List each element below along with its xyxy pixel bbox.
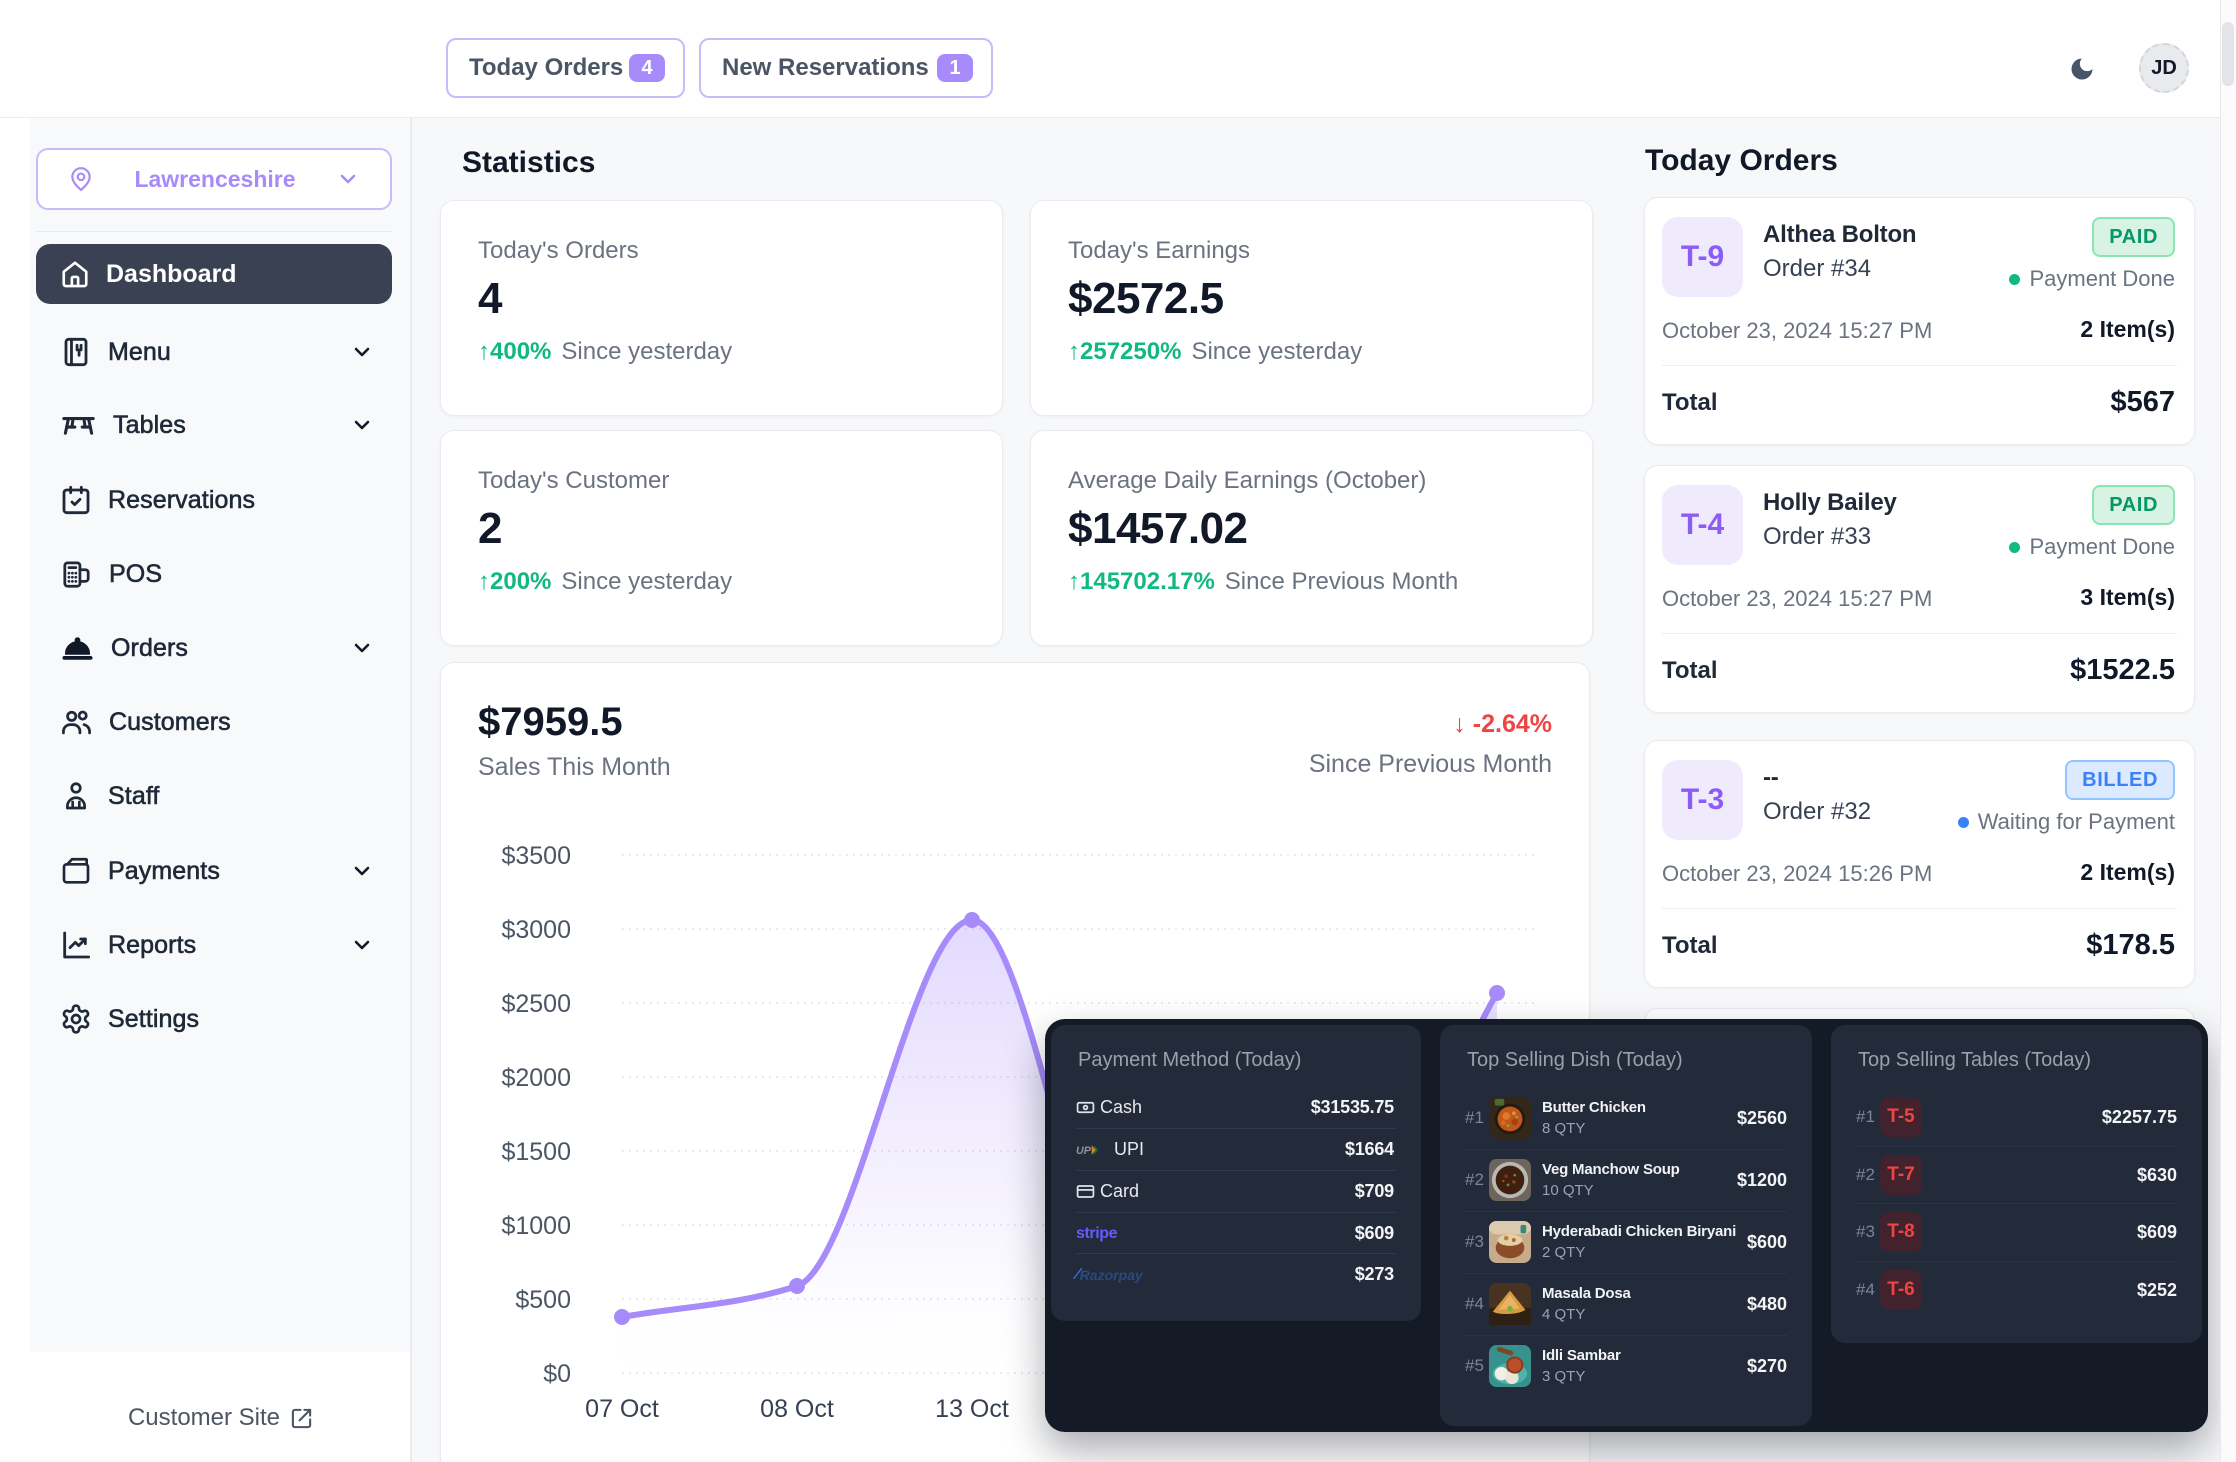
svg-text:UP: UP [1076,1145,1092,1157]
svg-text:$2000: $2000 [501,1064,571,1092]
svg-text:07 Oct: 07 Oct [585,1395,659,1423]
svg-text:$2500: $2500 [501,990,571,1018]
svg-text:$1500: $1500 [501,1138,571,1166]
svg-text:$3500: $3500 [501,842,571,870]
svg-text:13 Oct: 13 Oct [935,1395,1009,1423]
svg-text:$500: $500 [515,1286,571,1314]
svg-text:08 Oct: 08 Oct [760,1395,834,1423]
svg-text:$1000: $1000 [501,1212,571,1240]
svg-text:$3000: $3000 [501,916,571,944]
svg-text:$0: $0 [543,1360,571,1388]
